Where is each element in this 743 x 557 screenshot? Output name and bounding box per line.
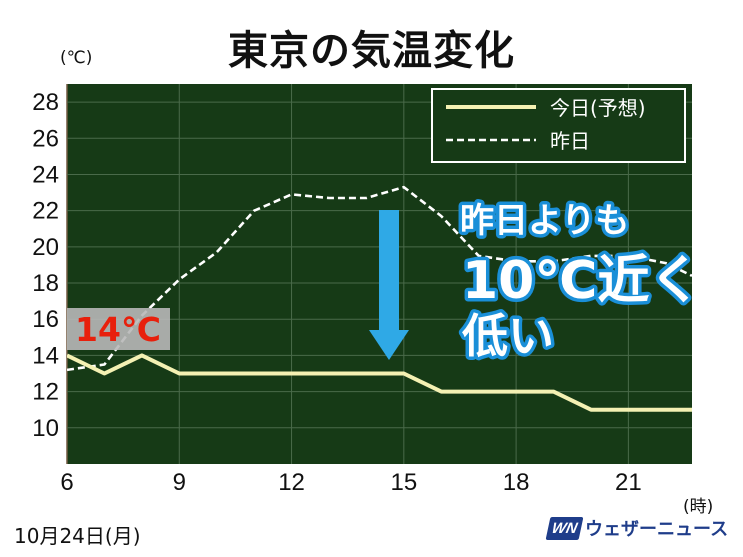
y-tick-label: 22	[32, 198, 59, 225]
y-tick-label: 14	[32, 342, 59, 369]
annotation-line-3: 低い	[462, 309, 554, 363]
logo-text: ウェザーニュース	[585, 519, 729, 540]
weathernews-logo: WN ウェザーニュース	[545, 512, 729, 544]
y-tick-label: 28	[32, 89, 59, 116]
x-tick-label: 21	[615, 469, 642, 496]
chart-title: 東京の気温変化	[228, 28, 515, 74]
legend-label-yesterday: 昨日	[550, 129, 590, 153]
x-tick-label: 6	[60, 469, 73, 496]
y-tick-label: 26	[32, 125, 59, 152]
x-tick-label: 9	[173, 469, 186, 496]
x-axis-unit: (時)	[683, 497, 714, 517]
y-tick-label: 24	[32, 161, 59, 188]
y-axis-unit: (℃)	[60, 48, 93, 68]
arrow-shaft	[379, 210, 399, 330]
x-tick-label: 12	[278, 469, 305, 496]
series-line-yesterday	[67, 185, 692, 372]
legend-label-today: 今日(予想)	[550, 96, 646, 120]
start-label-bg	[67, 308, 170, 350]
legend-box	[431, 88, 686, 163]
annotation-outline-1: 昨日よりも	[460, 201, 629, 241]
annotation-outline-3: 低い	[462, 309, 554, 363]
x-tick-label: 15	[390, 469, 417, 496]
x-tick-label: 18	[503, 469, 530, 496]
annotation-line-1: 昨日よりも	[460, 201, 629, 241]
annotation-line-2: 10℃近く	[462, 251, 701, 311]
annotation-outline-2: 10℃近く	[462, 251, 701, 311]
y-tick-label: 10	[32, 415, 59, 442]
start-label: 14℃	[75, 310, 161, 349]
y-tick-label: 16	[32, 306, 59, 333]
y-tick-label: 20	[32, 234, 59, 261]
y-tick-label: 12	[32, 379, 59, 406]
date-label: 10月24日(月)	[14, 524, 141, 548]
arrow-head	[369, 330, 409, 360]
y-tick-label: 18	[32, 270, 59, 297]
series-line-today	[67, 353, 692, 412]
